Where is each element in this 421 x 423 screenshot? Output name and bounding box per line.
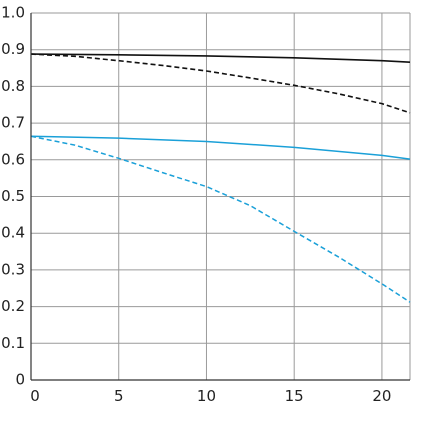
y-tick-labels: 0 0.1 0.2 0.3 0.4 0.5 0.6 0.7 0.8 0.9 1.0 — [1, 4, 25, 389]
y-tick-label: 0.5 — [1, 187, 25, 205]
x-tick-label: 5 — [114, 387, 124, 405]
x-tick-label: 15 — [285, 387, 304, 405]
y-tick-label: 0.9 — [1, 40, 25, 58]
x-tick-label: 0 — [30, 387, 40, 405]
series-line-1 — [30, 53, 411, 63]
grid — [31, 12, 411, 380]
x-tick-labels: 0 5 10 15 20 — [30, 387, 391, 405]
x-tick-label: 10 — [197, 387, 216, 405]
y-tick-label: 0.7 — [1, 114, 25, 132]
series-group — [30, 53, 411, 303]
y-tick-label: 0.3 — [1, 260, 25, 278]
y-tick-label: 0.6 — [1, 150, 25, 168]
series-line-3 — [30, 135, 411, 160]
series-line-2 — [30, 53, 411, 114]
y-tick-label: 0.1 — [1, 334, 25, 352]
x-tick-label: 20 — [372, 387, 391, 405]
axes — [30, 13, 410, 381]
series-line-4 — [30, 135, 411, 303]
y-tick-label: 0.2 — [1, 297, 25, 315]
y-tick-label: 1.0 — [1, 4, 25, 22]
y-tick-label: 0 — [15, 371, 25, 389]
y-tick-label: 0.4 — [1, 224, 25, 242]
y-tick-label: 0.8 — [1, 77, 25, 95]
